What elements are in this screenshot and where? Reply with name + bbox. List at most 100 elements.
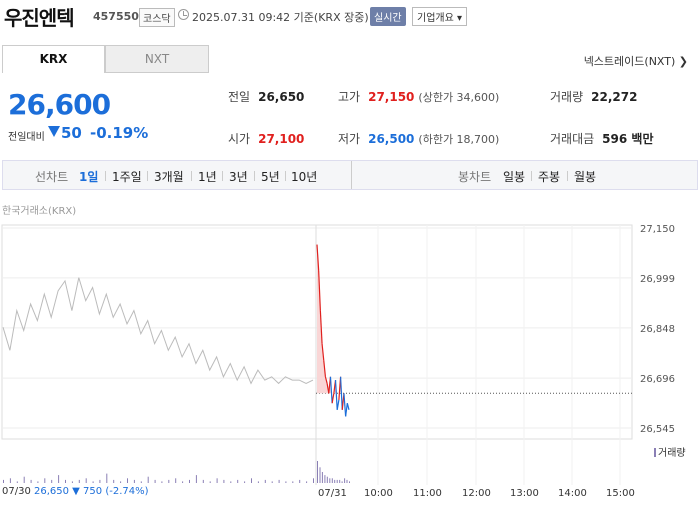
stock-name: 우진엔텍 — [4, 6, 75, 30]
line-chart-label[interactable]: 선차트 — [35, 170, 69, 184]
period-1y-button[interactable]: 1년 — [198, 170, 217, 184]
separator — [567, 171, 568, 181]
volume-bar — [147, 476, 149, 483]
period-3m-button[interactable]: 3개월 — [154, 170, 184, 184]
volume-bar — [209, 481, 211, 483]
x-tick-label: 13:00 — [510, 488, 539, 499]
separator — [105, 171, 106, 181]
x-tick-label: 12:00 — [462, 488, 491, 499]
volume-bar — [120, 481, 122, 483]
volume-bar — [324, 475, 326, 483]
volume-bar — [99, 479, 101, 483]
stat-value: 596 백만 — [602, 132, 654, 146]
volume-bar — [344, 478, 346, 483]
monthly-candle-button[interactable]: 월봉 — [574, 170, 597, 184]
market-tag: 코스닥 — [139, 8, 175, 27]
bottom-price: 26,650 ▼ 750 (-2.74%) — [34, 486, 149, 497]
volume-bar — [299, 479, 301, 483]
volume-bar — [271, 481, 273, 483]
volume-bar — [237, 479, 239, 483]
volume-bar — [331, 478, 333, 483]
volume-bar — [154, 479, 156, 483]
volume-bar — [257, 481, 259, 483]
volume-bar — [285, 481, 287, 483]
series-today-segment — [346, 403, 350, 410]
stock-code: 457550 — [93, 10, 139, 23]
x-tick-label: 14:00 — [558, 488, 587, 499]
nextrade-link[interactable]: 넥스트레이드(NXT) ❯ — [583, 55, 688, 68]
volume-bar — [244, 481, 246, 483]
stat-open: 시가 27,100 — [228, 130, 304, 147]
exchange-label: 한국거래소(KRX) — [2, 206, 77, 217]
series-today-segment — [324, 376, 328, 384]
weekly-candle-button[interactable]: 주봉 — [538, 170, 561, 184]
candle-chart-label[interactable]: 봉차트 — [458, 170, 492, 184]
volume-bar — [346, 479, 348, 483]
volume-bar — [189, 479, 190, 483]
volume-bar — [278, 479, 280, 483]
daily-candle-button[interactable]: 일봉 — [503, 170, 526, 184]
series-today-segment — [329, 376, 333, 404]
period-1d-button[interactable]: 1일 — [79, 170, 99, 184]
series-today-segment — [316, 244, 320, 272]
volume-bar — [264, 479, 266, 483]
y-tick-label: 27,150 — [640, 224, 675, 235]
tab-krx[interactable]: KRX — [2, 45, 105, 73]
volume-bar — [292, 481, 294, 483]
y-tick-label: 26,545 — [640, 424, 675, 435]
change-rate: -0.19% — [90, 124, 149, 142]
stat-value: 26,500 — [368, 132, 415, 146]
separator — [191, 171, 192, 181]
volume-bar — [321, 472, 323, 483]
stat-value: 27,100 — [258, 132, 305, 146]
timestamp: 2025.07.31 09:42 기준(KRX 장중) — [192, 11, 369, 24]
stat-label: 시가 — [228, 132, 251, 146]
volume-bar — [3, 479, 4, 483]
separator — [351, 161, 352, 189]
tab-nxt[interactable]: NXT — [105, 45, 209, 73]
volume-bar — [306, 481, 308, 483]
period-10y-button[interactable]: 10년 — [291, 170, 318, 184]
series-today-segment — [323, 360, 327, 377]
volume-bar — [317, 461, 318, 483]
company-overview-button[interactable]: 기업개요 ▾ — [412, 7, 467, 26]
volume-bar — [168, 479, 170, 483]
bottom-date: 07/30 — [2, 486, 31, 497]
period-3y-button[interactable]: 3년 — [229, 170, 248, 184]
series-today-segment — [321, 343, 325, 361]
volume-bar — [71, 481, 73, 483]
stat-high: 고가 27,150 (상한가 34,600) — [338, 88, 499, 105]
period-bar: 선차트 1일 1주일 3개월 1년 3년 5년 10년 봉차트 일봉 주봉 월봉 — [2, 160, 698, 190]
series-today-segment — [336, 399, 340, 410]
volume-bar — [58, 475, 60, 483]
volume-bar — [326, 476, 328, 483]
series-today-segment — [318, 270, 321, 311]
stat-label: 거래대금 — [550, 132, 595, 146]
volume-bar — [336, 479, 338, 483]
separator — [285, 171, 286, 181]
period-5y-button[interactable]: 5년 — [261, 170, 280, 184]
stat-label: 전일 — [228, 90, 251, 104]
period-1w-button[interactable]: 1주일 — [112, 170, 142, 184]
change-amount: 50 — [61, 124, 82, 142]
stat-volume: 거래량 22,272 — [550, 88, 637, 105]
x-tick-label: 11:00 — [413, 488, 442, 499]
stat-label: 고가 — [338, 90, 361, 104]
series-today-segment — [334, 380, 338, 410]
volume-bar — [37, 481, 39, 483]
realtime-button[interactable]: 실시간 — [370, 7, 406, 26]
volume-bar — [329, 478, 331, 483]
volume-bar — [85, 478, 87, 483]
stat-value: 22,272 — [591, 90, 638, 104]
volume-legend: 거래량 — [654, 444, 686, 459]
separator — [254, 171, 255, 181]
volume-bar — [127, 478, 128, 483]
volume-bar — [202, 479, 204, 483]
volume-bar — [230, 481, 232, 483]
volume-bar — [9, 478, 11, 483]
clock-icon — [178, 9, 189, 20]
lower-limit: (하한가 18,700) — [418, 133, 500, 146]
volume-bar — [65, 479, 66, 483]
separator — [222, 171, 223, 181]
volume-bar — [175, 478, 177, 483]
